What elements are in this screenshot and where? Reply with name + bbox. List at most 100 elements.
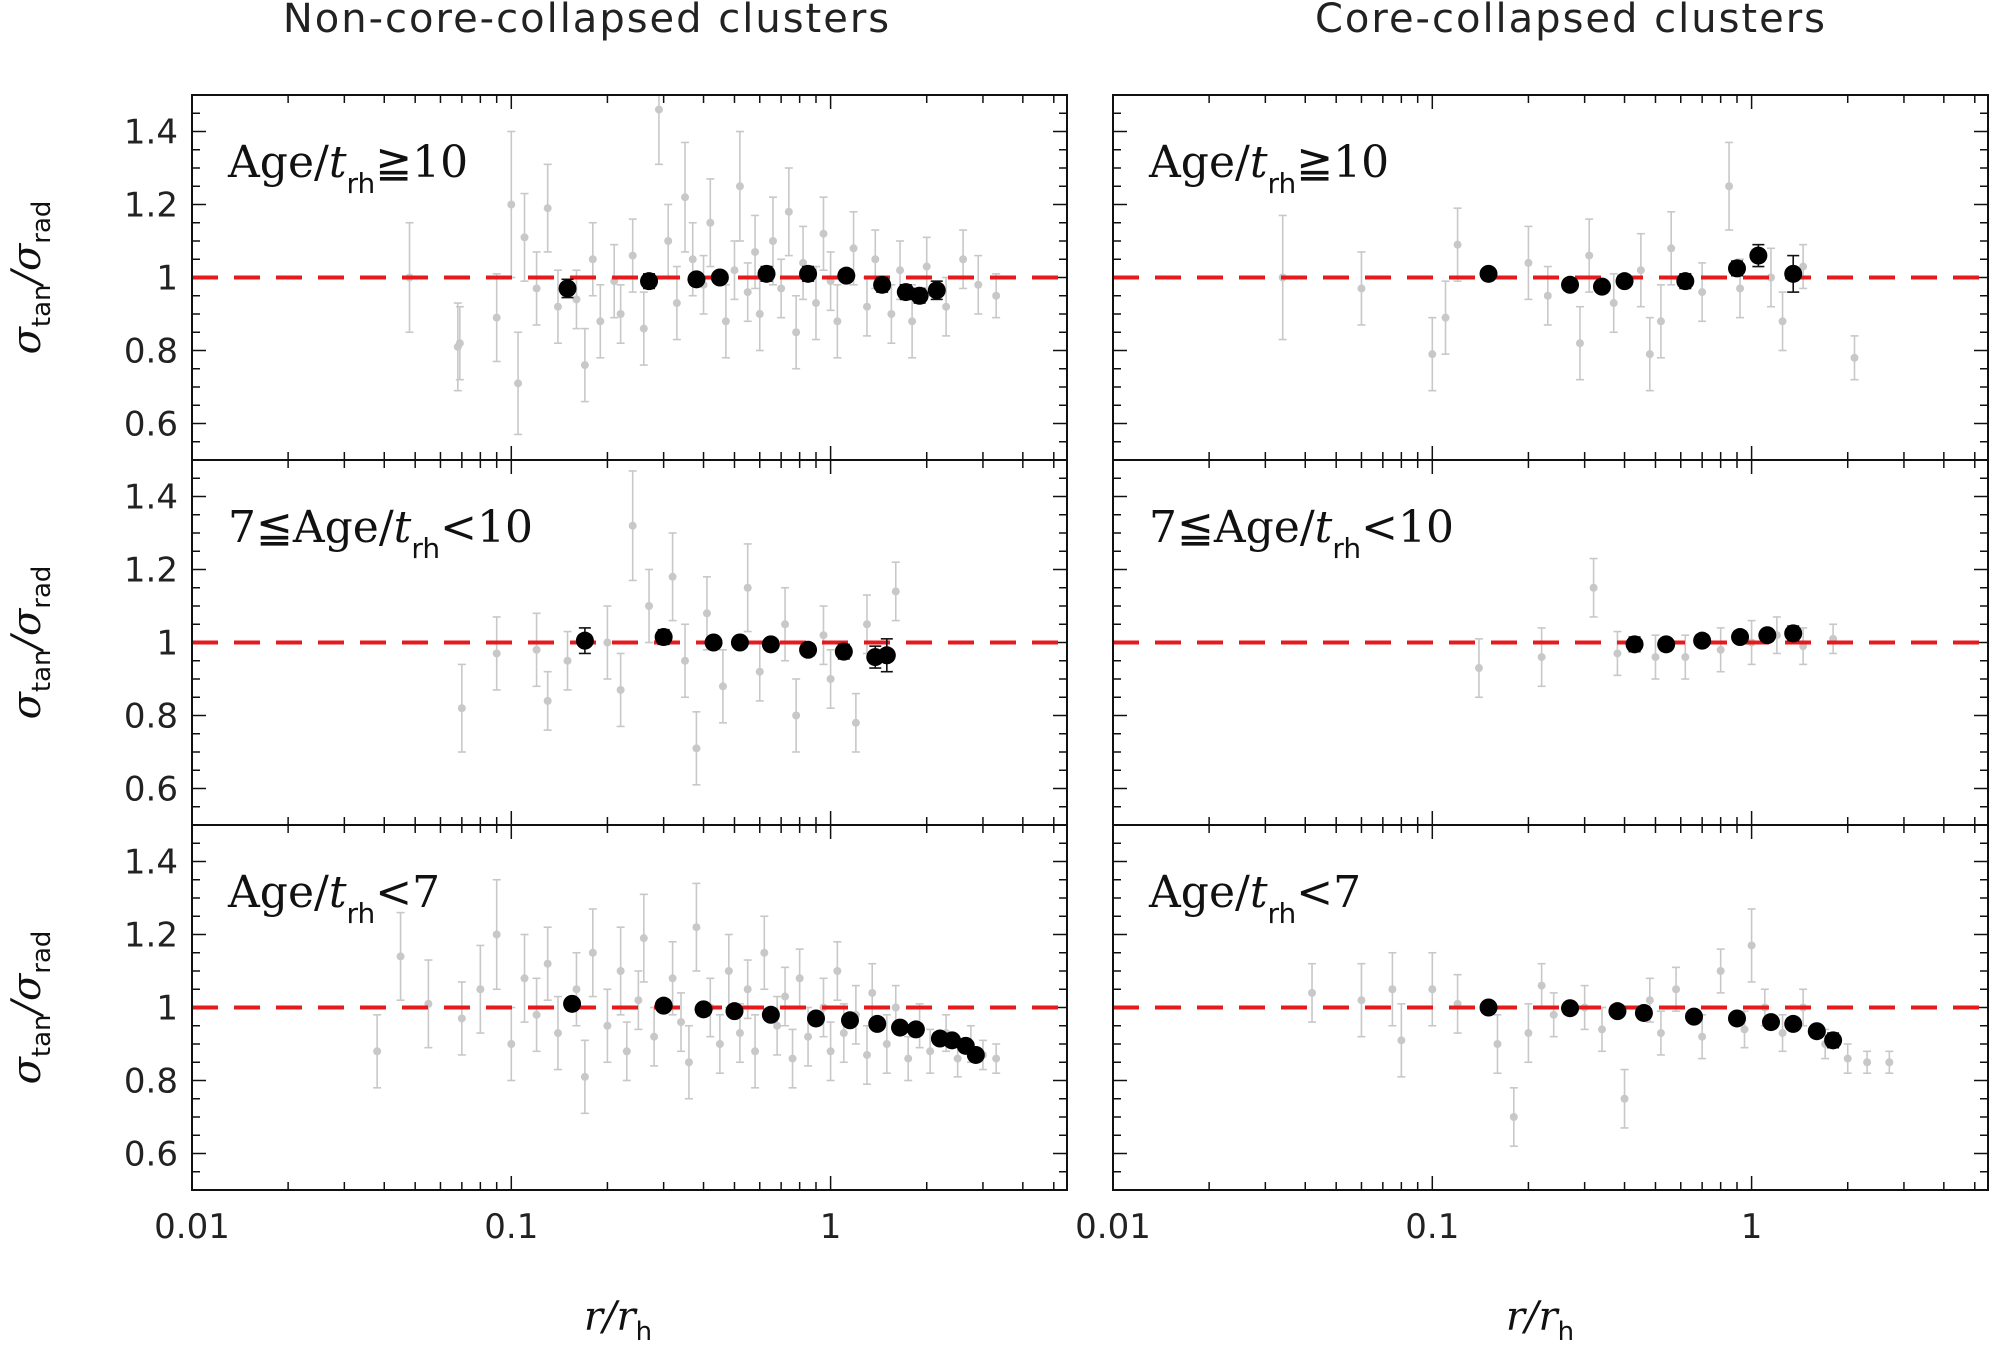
binned-point bbox=[806, 1009, 825, 1028]
row-label-t: t bbox=[394, 502, 412, 553]
individual-point bbox=[457, 1014, 466, 1023]
individual-point bbox=[871, 255, 880, 264]
individual-point bbox=[650, 1032, 659, 1041]
x-tick-label: 0.1 bbox=[484, 1207, 538, 1247]
binned-point bbox=[563, 994, 582, 1013]
individual-point bbox=[1589, 583, 1598, 592]
individual-point bbox=[721, 317, 730, 326]
binned-point bbox=[799, 640, 818, 659]
row-label-t: t bbox=[329, 867, 347, 918]
individual-point bbox=[572, 985, 581, 994]
binned-point bbox=[575, 631, 594, 650]
y-label-sub-num: tan bbox=[27, 1015, 57, 1058]
individual-point bbox=[628, 521, 637, 530]
y-tick-label: 0.8 bbox=[124, 697, 178, 737]
individual-point bbox=[1667, 244, 1676, 253]
individual-point bbox=[795, 974, 804, 983]
y-tick-label: 0.6 bbox=[124, 1135, 178, 1175]
row-label-prefix: Age/ bbox=[1148, 867, 1250, 918]
binned-point bbox=[943, 1031, 962, 1050]
binned-point bbox=[1824, 1031, 1843, 1050]
row-label: Age/trh≧10 bbox=[1148, 137, 1389, 200]
individual-point bbox=[953, 1054, 962, 1063]
binned-point bbox=[761, 1005, 780, 1024]
individual-point bbox=[792, 328, 801, 337]
binned-point bbox=[910, 286, 929, 305]
individual-point bbox=[804, 1032, 813, 1041]
y-label-sub-num: tan bbox=[27, 650, 57, 693]
individual-point bbox=[992, 291, 1001, 300]
individual-point bbox=[1620, 1094, 1629, 1103]
binned-point bbox=[558, 279, 577, 298]
individual-point bbox=[572, 295, 581, 304]
individual-point bbox=[862, 620, 871, 629]
binned-point bbox=[1731, 628, 1750, 647]
binned-point bbox=[1625, 635, 1644, 654]
individual-point bbox=[1543, 291, 1552, 300]
row-label-sub: rh bbox=[1268, 167, 1297, 200]
panel-1-1: 7≦Age/trh<10 bbox=[1112, 459, 1989, 826]
binned-point bbox=[654, 628, 673, 647]
panel-frame bbox=[1112, 824, 1989, 1191]
binned-point bbox=[1693, 631, 1712, 650]
binned-point bbox=[687, 270, 706, 289]
individual-point bbox=[743, 985, 752, 994]
panel-0-2: Age/trh<7 0.6 0.8 1 1.2 1.4 σtan/σrad 0.01 0.1 1 bbox=[4, 824, 1068, 1247]
individual-point bbox=[1799, 262, 1808, 271]
y-axis-label: σtan/σrad bbox=[4, 931, 57, 1085]
binned-point bbox=[877, 646, 896, 665]
y-tick-label: 1.2 bbox=[124, 916, 178, 956]
individual-point bbox=[457, 704, 466, 713]
binned-point bbox=[834, 642, 853, 661]
binned-point bbox=[1634, 1003, 1653, 1022]
individual-point bbox=[1863, 1058, 1872, 1067]
row-label-post: <7 bbox=[1296, 867, 1361, 918]
column-title-core: Core-collapsed clusters bbox=[1315, 0, 1827, 42]
binned-point bbox=[1784, 624, 1803, 643]
row-label-t: t bbox=[1250, 137, 1268, 188]
individual-point bbox=[974, 280, 983, 289]
individual-point bbox=[849, 244, 858, 253]
individual-point bbox=[596, 317, 605, 326]
individual-point bbox=[616, 685, 625, 694]
individual-point bbox=[1428, 350, 1437, 359]
y-tick-label: 1 bbox=[156, 624, 178, 664]
individual-point bbox=[760, 948, 769, 957]
individual-point bbox=[553, 1029, 562, 1038]
individual-point bbox=[1636, 266, 1645, 275]
row-label: Age/trh<7 bbox=[1148, 867, 1361, 930]
individual-point bbox=[718, 682, 727, 691]
individual-point bbox=[563, 656, 572, 665]
y-label-sigma: σ bbox=[4, 690, 50, 719]
individual-point bbox=[743, 288, 752, 297]
binned-point bbox=[896, 283, 915, 302]
individual-point bbox=[1357, 284, 1366, 293]
row-label: Age/trh<7 bbox=[227, 867, 440, 930]
individual-point bbox=[891, 587, 900, 596]
y-tick-label: 1 bbox=[156, 259, 178, 299]
individual-point bbox=[1645, 996, 1654, 1005]
individual-point bbox=[1656, 1029, 1665, 1038]
binned-point bbox=[710, 268, 729, 287]
individual-point bbox=[1747, 941, 1756, 950]
binned-point bbox=[725, 1002, 744, 1021]
x-axis-label-right: r/rh bbox=[1506, 1294, 1574, 1347]
binned-point bbox=[1749, 246, 1768, 265]
individual-point bbox=[616, 310, 625, 318]
panel-1-0: Age/trh≧10 bbox=[1112, 94, 1989, 461]
y-label-slash: /σ bbox=[4, 972, 50, 1018]
individual-point bbox=[1609, 299, 1618, 308]
individual-point bbox=[904, 1054, 913, 1063]
individual-point bbox=[811, 299, 820, 308]
individual-point bbox=[507, 1040, 516, 1048]
binned-point bbox=[1479, 998, 1498, 1017]
individual-point bbox=[959, 255, 968, 264]
row-label-post: ≧10 bbox=[375, 137, 468, 188]
individual-point bbox=[543, 204, 552, 213]
individual-point bbox=[588, 255, 597, 264]
row-label-sub: rh bbox=[347, 897, 376, 930]
individual-point bbox=[681, 193, 690, 202]
individual-point bbox=[839, 1029, 848, 1038]
row-label-prefix: 7≦Age/ bbox=[228, 502, 394, 553]
individual-point bbox=[588, 948, 597, 957]
